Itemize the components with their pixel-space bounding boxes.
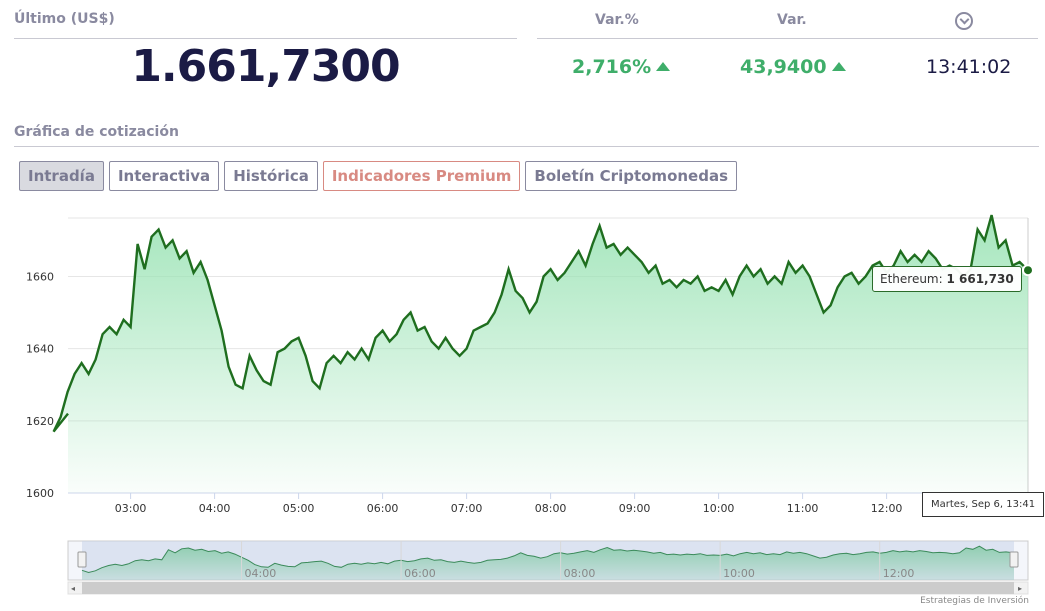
navigator-tick-label: 08:00 [564, 567, 596, 580]
navigator-tick-label: 06:00 [404, 567, 436, 580]
x-crosshair-label: Martes, Sep 6, 13:41 [922, 492, 1045, 517]
tab-boletin-criptomonedas[interactable]: Boletín Criptomonedas [525, 161, 738, 191]
tab-historica[interactable]: Histórica [224, 161, 318, 191]
navigator-tick-label: 12:00 [883, 567, 915, 580]
last-point-marker[interactable] [1022, 264, 1034, 277]
navigator-line [81, 545, 1015, 574]
last-price-label: Último (US$) [14, 10, 517, 39]
x-tick-label: 10:00 [703, 502, 735, 515]
navigator-scrollbar-thumb[interactable] [82, 582, 1014, 594]
x-tick-label: 09:00 [619, 502, 651, 515]
credits[interactable]: Estrategias de Inversión [920, 596, 1029, 606]
last-price-panel: Último (US$) 1.661,7300 [14, 10, 517, 92]
chart-tabs: Intradía Interactiva Histórica Indicadores … [19, 161, 742, 191]
navigator-handle[interactable] [1009, 551, 1019, 568]
y-tick-label: 1600 [26, 487, 54, 500]
navigator[interactable]: 04:00 06:00 08:00 10:00 12:00 ◂ ▸ [67, 540, 1029, 595]
series-line [52, 214, 1029, 433]
scroll-right-arrow-icon[interactable]: ▸ [1018, 584, 1022, 593]
clock-icon [955, 12, 973, 30]
y-tick-label: 1640 [26, 343, 54, 356]
x-tick-label: 07:00 [451, 502, 483, 515]
x-tick-label: 12:00 [871, 502, 903, 515]
tab-indicadores-premium[interactable]: Indicadores Premium [322, 161, 521, 191]
series-area [53, 215, 1029, 493]
y-tick-label: 1660 [26, 270, 54, 283]
x-tick-label: 03:00 [115, 502, 147, 515]
x-tick-label: 11:00 [787, 502, 819, 515]
up-arrow-icon [656, 62, 671, 71]
up-arrow-icon [831, 62, 846, 71]
x-tick-label: 08:00 [535, 502, 567, 515]
y-axis: 1600 1620 1640 1660 [26, 270, 54, 500]
change-panel: Var.% Var. 2,716% 43,9400 13:41:02 [537, 10, 1038, 89]
tooltip: Ethereum: 1 661,730 [872, 266, 1022, 292]
section-title: Gráfica de cotización [14, 124, 1039, 147]
tooltip-value: 1 661,730 [946, 272, 1014, 286]
change-pct-label: Var.% [595, 12, 639, 28]
quote-time: 13:41:02 [926, 56, 1012, 78]
tab-interactiva[interactable]: Interactiva [108, 161, 220, 191]
scroll-left-arrow-icon[interactable]: ◂ [71, 584, 75, 593]
navigator-tick-label: 04:00 [245, 567, 277, 580]
x-tick-label: 04:00 [199, 502, 231, 515]
tab-intradia[interactable]: Intradía [19, 161, 104, 191]
price-chart[interactable]: 1600 1620 1640 1660 03:00 04:00 05:00 06:00 07:… [0, 210, 1045, 600]
x-tick-label: 06:00 [367, 502, 399, 515]
x-axis: 03:00 04:00 05:00 06:00 07:00 08:00 09:00 10:00… [68, 492, 1028, 515]
change-value: 43,9400 [740, 56, 846, 78]
navigator-handle[interactable] [77, 551, 87, 568]
x-tick-label: 05:00 [283, 502, 315, 515]
change-label: Var. [777, 12, 807, 28]
last-price-value: 1.661,7300 [131, 41, 400, 92]
change-pct-value: 2,716% [572, 56, 671, 78]
tooltip-series: Ethereum: [880, 272, 947, 286]
navigator-tick-label: 10:00 [723, 567, 755, 580]
y-tick-label: 1620 [26, 415, 54, 428]
